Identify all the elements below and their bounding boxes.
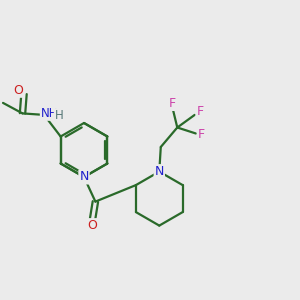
Text: F: F — [169, 97, 176, 110]
Text: NH: NH — [41, 107, 58, 120]
Text: F: F — [198, 128, 205, 142]
Text: N: N — [154, 165, 164, 178]
Text: O: O — [14, 84, 24, 97]
Text: H: H — [55, 109, 64, 122]
Text: N: N — [79, 170, 89, 184]
Text: F: F — [196, 105, 204, 119]
Text: O: O — [88, 219, 97, 232]
